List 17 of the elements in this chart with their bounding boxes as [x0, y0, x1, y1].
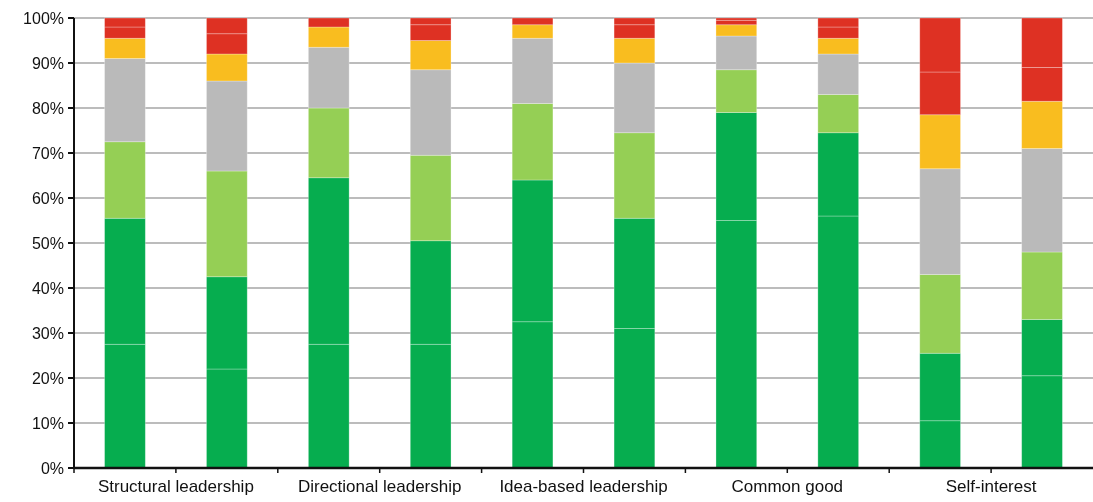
y-tick-label: 70%	[31, 144, 64, 162]
x-tick-label: Common good	[731, 477, 844, 496]
y-tick-label: 80%	[31, 99, 64, 117]
y-tick-label: 60%	[31, 189, 64, 207]
y-tick-label: 50%	[31, 234, 64, 252]
y-tick-label: 10%	[31, 414, 64, 432]
x-tick-label: Directional leadership	[297, 477, 462, 496]
x-tick-label: Idea-based leadership	[499, 477, 668, 496]
y-tick-label: 20%	[31, 369, 64, 387]
x-tick-label: Structural leadership	[97, 477, 254, 496]
y-tick-label: 40%	[31, 279, 64, 297]
y-tick-label: 30%	[31, 324, 64, 342]
bar	[715, 17, 758, 21]
y-tick-label: 90%	[31, 54, 64, 72]
y-tick-label: 0%	[40, 459, 64, 477]
x-tick-label: Self-interest	[945, 477, 1037, 496]
y-tick-label: 100%	[23, 9, 64, 27]
